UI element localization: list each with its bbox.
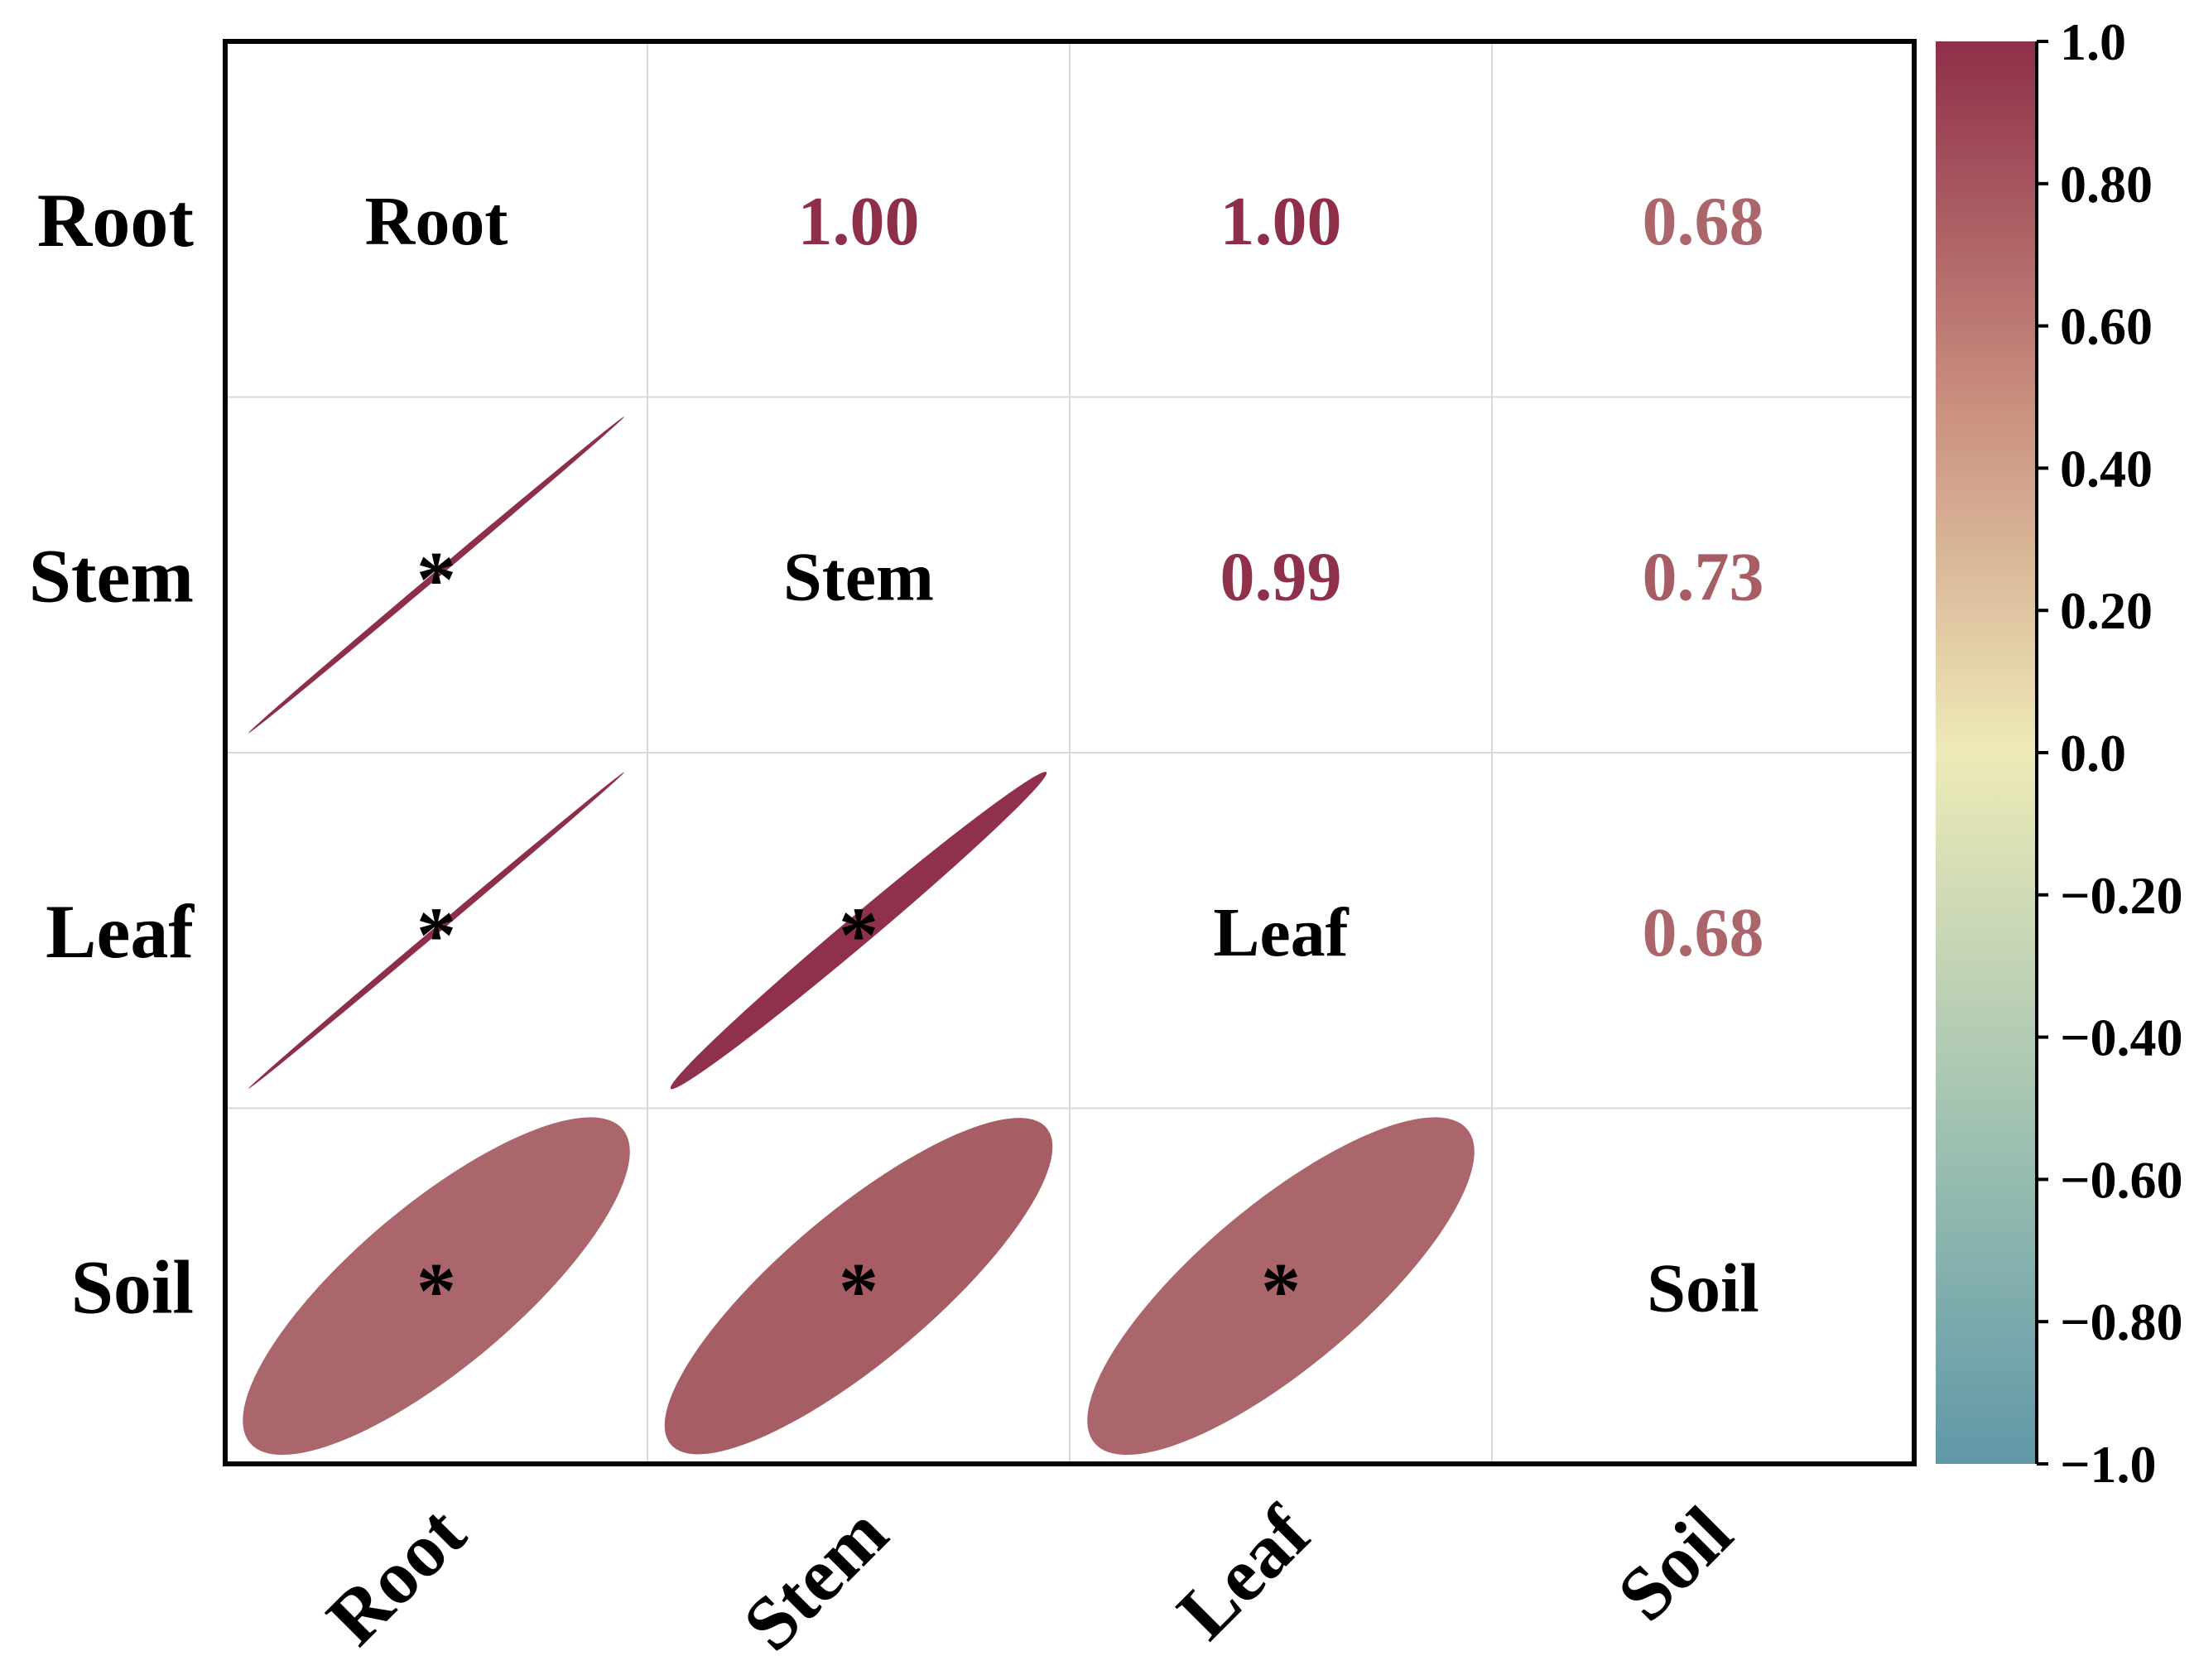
correlation-value: 0.68: [1643, 894, 1764, 971]
colorbar-tick-label: 1.0: [2060, 12, 2126, 71]
diagonal-label: Leaf: [1213, 894, 1349, 971]
diagonal-label: Stem: [783, 538, 934, 615]
correlation-value: 1.00: [1220, 183, 1342, 260]
column-label: Stem: [727, 1490, 903, 1667]
correlation-ellipse: [664, 1118, 1053, 1455]
correlation-cells: * * * * * * 1.00 1.00 0.68 0.99 0.73 0.68 Root Stem Le…: [243, 183, 1764, 1456]
column-label: Leaf: [1162, 1490, 1327, 1655]
correlation-ellipse: [670, 772, 1047, 1090]
significance-mark: *: [416, 891, 456, 980]
correlation-ellipse: [248, 416, 624, 734]
significance-mark: *: [416, 535, 456, 623]
colorbar-tick-label: 0.40: [2060, 439, 2153, 498]
diagonal-label: Soil: [1647, 1249, 1759, 1326]
diagonal-label: Root: [365, 183, 508, 260]
significance-mark: *: [1261, 1246, 1301, 1335]
colorbar-tick-label: 0.80: [2060, 155, 2153, 214]
significance-mark: *: [839, 1246, 878, 1335]
colorbar-tick-label: −0.40: [2060, 1008, 2182, 1067]
colorbar-tick-label: −0.20: [2060, 866, 2182, 925]
correlation-value: 0.68: [1643, 183, 1764, 260]
column-label: Soil: [1601, 1490, 1748, 1637]
correlation-ellipse: [243, 1117, 630, 1456]
plot-border: [223, 39, 1917, 1466]
correlation-value: 0.99: [1220, 538, 1342, 615]
colorbar-tick-label: −1.0: [2060, 1435, 2156, 1494]
colorbar-tick-label: 0.20: [2060, 581, 2153, 640]
correlation-ellipse: [248, 772, 624, 1089]
significance-mark: *: [839, 891, 878, 980]
colorbar: 1.0 0.80 0.60 0.40 0.20 0.0 −0.20 −0.40 −0.60 −0.…: [1936, 12, 2182, 1494]
correlation-value: 1.00: [798, 183, 920, 260]
colorbar-tick-label: 0.0: [2060, 724, 2126, 782]
colorbar-tick-label: 0.60: [2060, 297, 2153, 356]
grid-lines: [225, 41, 1914, 1464]
correlation-value: 0.73: [1643, 538, 1764, 615]
row-label: Stem: [29, 533, 194, 618]
row-label: Soil: [71, 1244, 194, 1329]
colorbar-tick-label: −0.60: [2060, 1150, 2182, 1209]
significance-mark: *: [416, 1246, 456, 1335]
correlation-ellipse: [1087, 1117, 1475, 1456]
row-label: Root: [37, 178, 194, 262]
column-label: Root: [310, 1490, 481, 1661]
colorbar-gradient: [1936, 41, 2037, 1464]
row-label: Leaf: [46, 889, 195, 974]
colorbar-tick-label: −0.80: [2060, 1292, 2182, 1351]
